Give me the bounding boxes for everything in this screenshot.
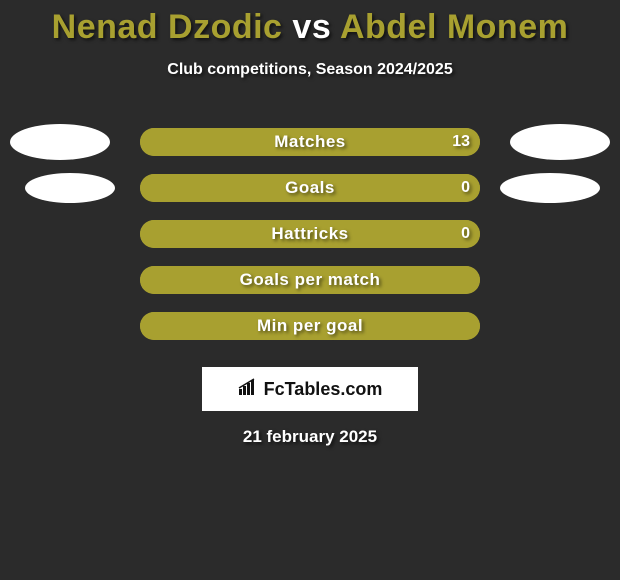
avatar-right: [500, 173, 600, 203]
bar-row: Goals0: [0, 165, 620, 211]
title-player1: Nenad Dzodic: [52, 8, 283, 46]
stat-bar: Matches13: [140, 128, 480, 156]
stat-bar-label: Min per goal: [140, 316, 480, 336]
title-player2: Abdel Monem: [340, 8, 568, 46]
stat-bar: Min per goal: [140, 312, 480, 340]
chart-icon: [238, 378, 260, 401]
infographic-container: Nenad Dzodic vs Abdel Monem Club competi…: [0, 0, 620, 580]
stat-bar: Goals per match: [140, 266, 480, 294]
stat-bar-label: Hattricks: [140, 224, 480, 244]
bars-area: Matches13Goals0Hattricks0Goals per match…: [0, 119, 620, 349]
bar-row: Goals per match: [0, 257, 620, 303]
logo-box: FcTables.com: [202, 367, 418, 411]
subtitle: Club competitions, Season 2024/2025: [0, 61, 620, 79]
stat-bar: Goals0: [140, 174, 480, 202]
stat-bar-label: Matches: [140, 132, 480, 152]
title-vs: vs: [292, 8, 331, 46]
stat-bar-value: 13: [452, 133, 470, 151]
bar-row: Min per goal: [0, 303, 620, 349]
stat-bar: Hattricks0: [140, 220, 480, 248]
bar-row: Hattricks0: [0, 211, 620, 257]
stat-bar-label: Goals: [140, 178, 480, 198]
date-label: 21 february 2025: [0, 427, 620, 447]
logo-text: FcTables.com: [264, 379, 383, 400]
page-title: Nenad Dzodic vs Abdel Monem: [0, 0, 620, 47]
stat-bar-label: Goals per match: [140, 270, 480, 290]
stat-bar-value: 0: [461, 225, 470, 243]
avatar-right: [510, 124, 610, 160]
logo: FcTables.com: [238, 378, 383, 401]
stat-bar-value: 0: [461, 179, 470, 197]
bar-row: Matches13: [0, 119, 620, 165]
avatar-left: [10, 124, 110, 160]
avatar-left: [25, 173, 115, 203]
